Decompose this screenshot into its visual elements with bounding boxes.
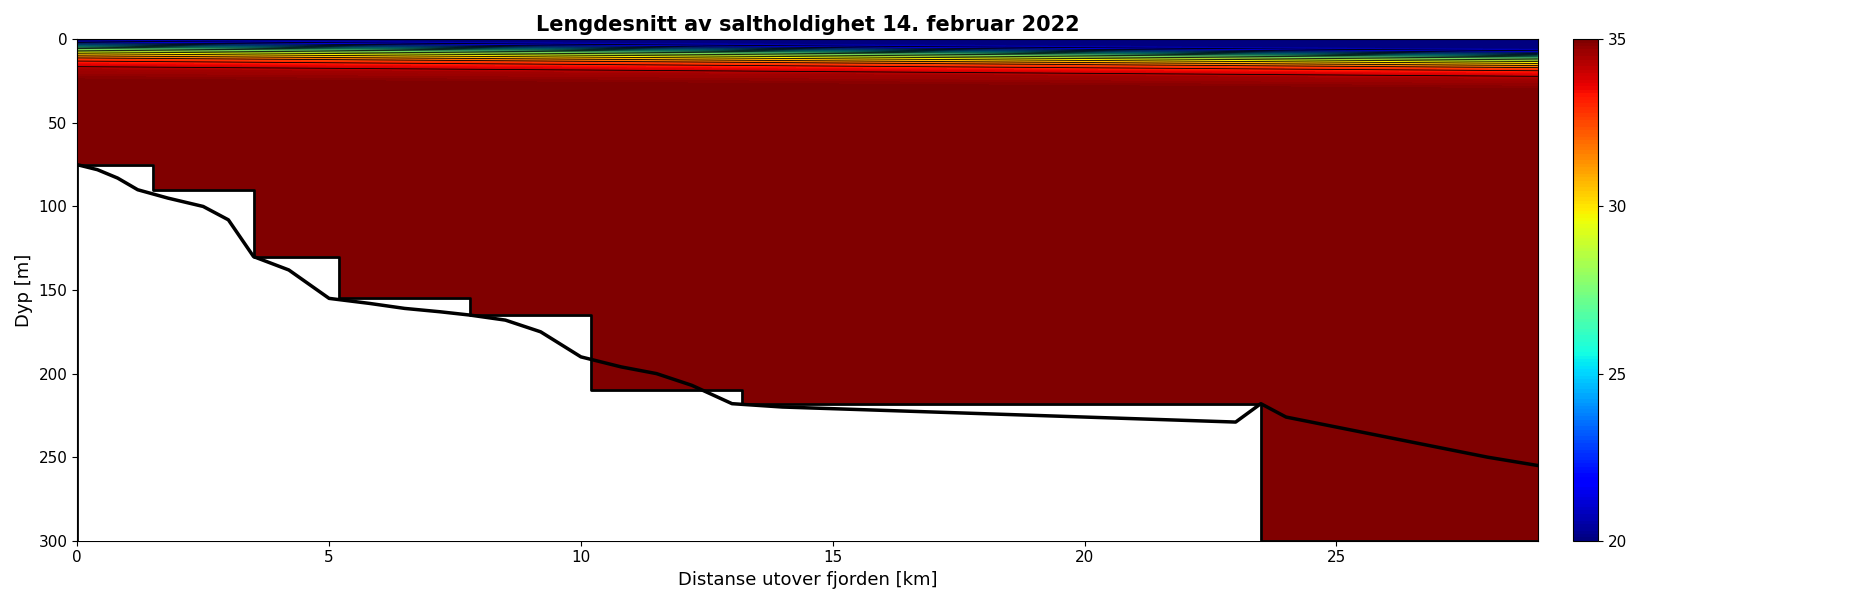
Polygon shape — [78, 165, 154, 557]
Title: Lengdesnitt av saltholdighet 14. februar 2022: Lengdesnitt av saltholdighet 14. februar… — [535, 15, 1080, 35]
Y-axis label: Dyp [m]: Dyp [m] — [15, 254, 33, 327]
Polygon shape — [78, 165, 1537, 557]
X-axis label: Distanse utover fjorden [km]: Distanse utover fjorden [km] — [678, 571, 937, 589]
